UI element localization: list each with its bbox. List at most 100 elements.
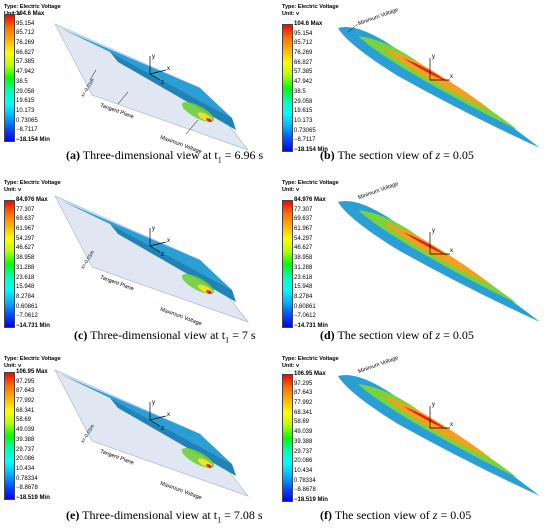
legend-color-bar [282, 374, 293, 502]
three-d-view: y x z x=-0.01m Tangent Plane Maximum Vol… [54, 23, 250, 155]
legend-label: 68.341 [16, 407, 35, 414]
unit-label: Unit: v [4, 363, 22, 369]
legend-label: 0.78334 [294, 477, 316, 484]
section-view: y x Minimum Voltage [338, 7, 540, 148]
legend-label: 47.942 [16, 69, 35, 76]
legend-label: 69.637 [16, 216, 35, 223]
legend-label: 38.958 [16, 255, 35, 262]
maximum-voltage-label: Maximum Voltage [159, 481, 202, 502]
axis-z-label: z [161, 426, 164, 432]
legend-label: 58.69 [16, 417, 32, 424]
axis-y-label: y [152, 400, 155, 406]
axis-x-label: x [167, 412, 170, 418]
legend-label: 49.039 [294, 429, 313, 436]
axis-x-label: x [450, 74, 453, 80]
legend-label: 68.341 [294, 409, 313, 416]
legend-label: 66.827 [294, 59, 313, 66]
legend-label: 15.948 [16, 284, 35, 291]
legend-label: 106.95 Max [16, 369, 48, 375]
legend-label: 76.269 [16, 40, 35, 47]
legend-label: 31.288 [294, 264, 313, 271]
legend-label: 95.154 [294, 30, 313, 37]
legend-label: 0.78334 [16, 475, 38, 482]
type-label: Type: Electric Voltage [4, 180, 61, 186]
legend-label: 57.385 [16, 59, 35, 66]
type-label: Type: Electric Voltage [282, 356, 339, 362]
axis-z-label: z [161, 252, 164, 258]
legend-label: −18.154 Min [16, 137, 50, 143]
legend-color-bar [4, 200, 15, 328]
legend-label: 104.6 Max [16, 11, 45, 17]
axis-y-label: y [432, 402, 435, 408]
axis-x-label: x [167, 66, 170, 72]
legend-label: 97.295 [294, 380, 313, 387]
legend-label: −18.519 Min [294, 497, 328, 503]
legend-label: 29.737 [294, 448, 313, 455]
legend-label: 8.2784 [16, 293, 35, 300]
maximum-voltage-label: Maximum Voltage [159, 307, 202, 328]
unit-label: Unit: v [282, 11, 300, 17]
section-view: y x Minimum Voltage [338, 181, 540, 322]
legend-label: 19.615 [294, 108, 313, 115]
legend-label: 10.173 [16, 107, 35, 114]
caption-b: (b) The section view of z = 0.05 [320, 148, 474, 162]
legend-label: 77.992 [16, 398, 35, 405]
legend-label: 85.712 [16, 30, 35, 37]
legend-label: 20.086 [16, 456, 35, 463]
panel-a: Type: Electric Voltage Unit: v 104.6 Max… [0, 0, 270, 165]
legend-label: 19.615 [16, 98, 35, 105]
legend-label: −8.8678 [16, 485, 38, 492]
legend-color-bar [4, 372, 15, 500]
axis-x-label: x [167, 238, 170, 244]
legend-color-bar [282, 200, 293, 328]
legend-label: 47.942 [294, 79, 313, 86]
legend-label: 38.5 [16, 78, 28, 85]
axis-x-label: x [450, 248, 453, 254]
legend-label: −14.731 Min [294, 323, 328, 329]
legend-label: 87.643 [294, 390, 313, 397]
legend-label: 39.388 [294, 438, 313, 445]
legend-label: −18.519 Min [16, 495, 50, 501]
three-d-view: y x z x=-0.01m Tangent Plane Maximum Vol… [54, 369, 250, 502]
legend-label: 29.058 [16, 88, 35, 95]
legend-label: 23.618 [294, 274, 313, 281]
axis-y-label: y [152, 226, 155, 232]
legend-label: 23.618 [16, 274, 35, 281]
panel-b: Type: Electric Voltage Unit: v 104.6 Max… [278, 0, 548, 165]
panel-e: Type: Electric Voltage Unit: v 106.95 Ma… [0, 352, 270, 524]
legend-label: −8.7117 [294, 137, 316, 144]
legend-label: 29.737 [16, 446, 35, 453]
legend-label: 10.434 [16, 465, 35, 472]
legend-label: −18.154 Min [294, 147, 328, 153]
axis-y-label: y [432, 54, 435, 60]
type-label: Type: Electric Voltage [282, 180, 339, 186]
legend-label: 84.976 Max [16, 197, 48, 203]
legend-label: 66.827 [16, 49, 35, 56]
legend-label: 57.385 [294, 69, 313, 76]
legend-color-bar [282, 24, 293, 152]
panel-c: Type: Electric Voltage Unit: v 84.976 Ma… [0, 176, 270, 344]
minimum-voltage-label: Minimum Voltage [358, 7, 400, 27]
legend-label: −8.7117 [16, 127, 38, 134]
legend-label: 77.307 [16, 206, 35, 213]
legend-label: 39.388 [16, 436, 35, 443]
type-label: Type: Electric Voltage [282, 4, 339, 10]
legend-label: 104.6 Max [294, 21, 323, 27]
legend-label: 20.086 [294, 458, 313, 465]
axis-z-label: z [161, 80, 164, 86]
unit-label: Unit: v [282, 363, 300, 369]
legend-label: 0.60861 [294, 303, 316, 310]
legend-label: 8.2784 [294, 293, 313, 300]
legend-label: 97.295 [16, 378, 35, 385]
axis-x-label: x [450, 422, 453, 428]
axis-y-label: y [152, 54, 155, 60]
legend-label: 76.269 [294, 50, 313, 57]
legend-label: 0.60861 [16, 303, 38, 310]
legend-label: 10.434 [294, 467, 313, 474]
panel-f: Type: Electric Voltage Unit: v 106.95 Ma… [278, 352, 548, 522]
axis-y-label: y [432, 228, 435, 234]
legend-label: 49.039 [16, 427, 35, 434]
caption-a: (a) Three-dimensional view at t1 = 6.96 … [66, 148, 264, 165]
legend-label: 77.992 [294, 400, 313, 407]
legend-label: 54.297 [294, 235, 313, 242]
